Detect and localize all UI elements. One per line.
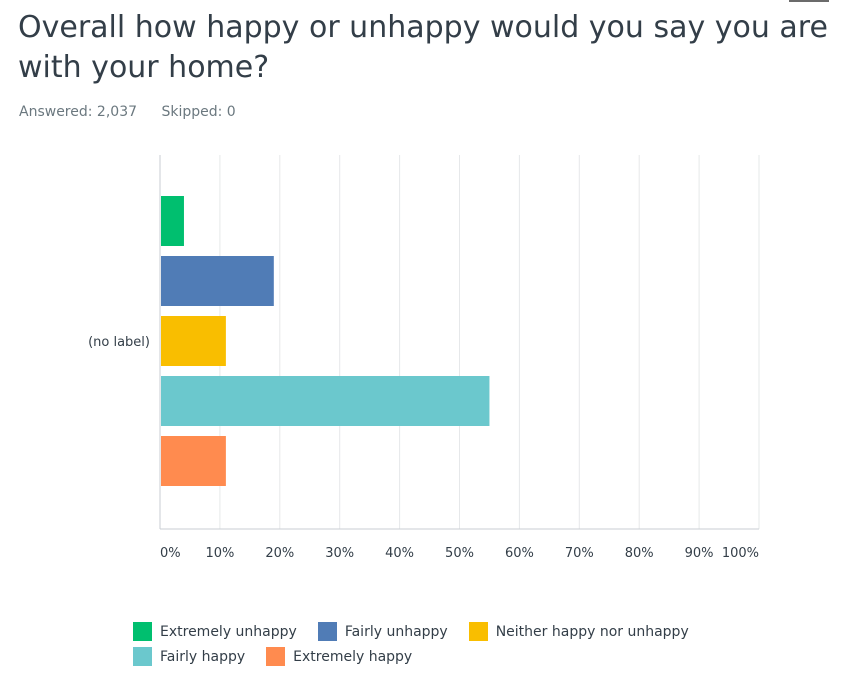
response-stats: Answered: 2,037 Skipped: 0 (19, 104, 256, 120)
legend-swatch (266, 647, 286, 666)
bar-neither-happy-nor-unhappy (161, 316, 226, 366)
legend-item-fairly-happy[interactable]: Fairly happy (133, 647, 245, 666)
legend-item-neither[interactable]: Neither happy nor unhappy (468, 622, 689, 641)
chart-legend: Extremely unhappy Fairly unhappy Neither… (133, 619, 733, 669)
legend-item-fairly-unhappy[interactable]: Fairly unhappy (317, 622, 448, 641)
bar-extremely-unhappy (161, 196, 184, 246)
question-title: Overall how happy or unhappy would you s… (18, 10, 828, 85)
legend-item-extremely-happy[interactable]: Extremely happy (266, 647, 412, 666)
bar-extremely-happy (161, 436, 226, 486)
x-tick-label: 50% (445, 546, 474, 561)
category-label: (no label) (88, 335, 150, 350)
x-tick-label: 40% (385, 546, 414, 561)
legend-swatch (317, 622, 337, 641)
legend-label: Fairly unhappy (344, 623, 448, 640)
bar-fairly-unhappy (161, 256, 274, 306)
legend-item-extremely-unhappy[interactable]: Extremely unhappy (133, 622, 297, 641)
legend-label: Extremely unhappy (160, 623, 297, 640)
x-tick-label: 80% (625, 546, 654, 561)
answered-count: Answered: 2,037 (19, 104, 138, 120)
legend-row-2: Fairly happy Extremely happy (133, 644, 733, 669)
legend-label: Extremely happy (293, 648, 413, 665)
legend-label: Fairly happy (160, 648, 246, 665)
x-tick-label: 10% (205, 546, 234, 561)
x-tick-label: 90% (685, 546, 714, 561)
legend-swatch (133, 622, 152, 641)
legend-swatch (133, 647, 152, 666)
skipped-count: Skipped: 0 (161, 104, 236, 120)
x-tick-label: 70% (565, 546, 594, 561)
legend-row-1: Extremely unhappy Fairly unhappy Neither… (133, 619, 733, 644)
x-tick-label: 60% (505, 546, 534, 561)
x-tick-label: 100% (722, 546, 759, 561)
bar-fairly-happy (161, 376, 490, 426)
legend-label: Neither happy nor unhappy (495, 623, 689, 640)
x-tick-label: 0% (160, 546, 181, 561)
x-tick-label: 30% (325, 546, 354, 561)
top-edge-marker (789, 0, 829, 2)
x-tick-label: 20% (265, 546, 294, 561)
legend-swatch (468, 622, 488, 641)
bar-chart: 0% 10% 20% 30% 40% 50% 60% 70% 80% 90% 100% (no lab… (88, 155, 760, 561)
